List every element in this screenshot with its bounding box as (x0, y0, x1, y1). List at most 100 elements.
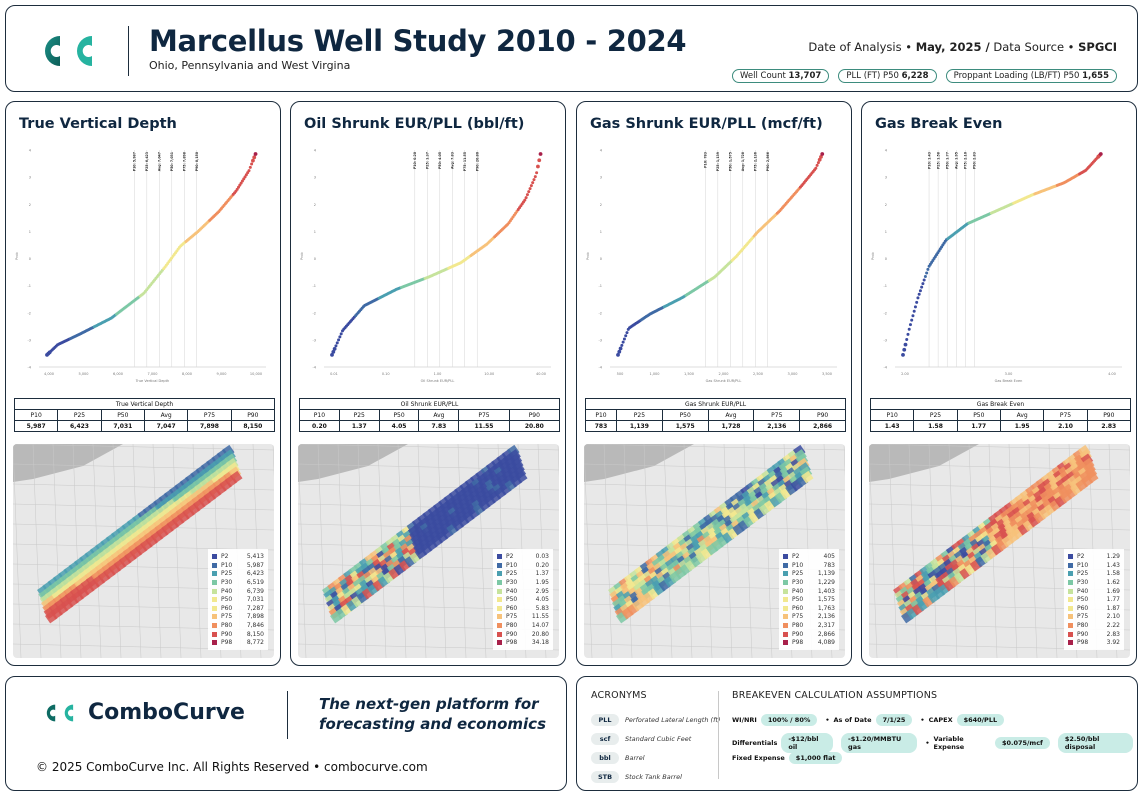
legend-label: P90 (792, 631, 812, 638)
x-tick-label: 9,000 (216, 372, 226, 376)
data-point (913, 310, 916, 313)
data-point (906, 333, 909, 336)
y-tick-label: 2 (885, 203, 887, 207)
table-header: P10 (300, 410, 340, 421)
county-line (644, 444, 652, 658)
legend-value: 2,866 (812, 631, 835, 638)
data-point (529, 187, 532, 190)
legend-value: 8,772 (241, 639, 264, 646)
legend-row: P30 1,229 (783, 578, 835, 587)
data-point (338, 335, 341, 338)
basin-heat-map[interactable]: P2 1.29 P10 1.43 P25 1.58 P30 1.62 P40 1.69 P50 1.7… (869, 444, 1130, 658)
basin-heat-map[interactable]: P2 0.03 P10 0.20 P25 1.37 P30 1.95 P40 2.95 P50 4.0… (298, 444, 559, 658)
y-axis-label: Prob (871, 251, 875, 260)
y-tick-label: 0 (885, 257, 887, 261)
assumptions-heading: BREAKEVEN CALCULATION ASSUMPTIONS (732, 690, 937, 701)
legend-row: P50 4.05 (497, 595, 549, 604)
legend-swatch (212, 632, 217, 637)
y-tick-label: 1 (29, 230, 31, 234)
legend-swatch (1068, 554, 1073, 559)
x-tick-label: 10,000 (250, 372, 262, 376)
percentile-marker-label: P75: 7,898 (182, 151, 186, 171)
legend-label: P40 (506, 588, 526, 595)
legend-value: 1.29 (1097, 553, 1120, 560)
legend-row: P98 34.18 (497, 638, 549, 647)
county-line (724, 444, 732, 658)
legend-row: P2 5,413 (212, 552, 264, 561)
legend-swatch (783, 614, 788, 619)
legend-swatch (1068, 614, 1073, 619)
data-point (916, 296, 919, 299)
table-cell: 783 (586, 421, 617, 432)
acronym-item: bbl Barrel (591, 752, 645, 764)
table-cell: 7,031 (101, 421, 144, 432)
county-line (273, 444, 274, 658)
combocurve-footer-logo-icon (36, 699, 80, 727)
y-tick-label: -1 (313, 284, 317, 288)
table-cell: 1.37 (339, 421, 379, 432)
acronym-item: STB Stock Tank Barrel (591, 771, 682, 783)
percentile-marker-label: P25: 1.58 (936, 151, 940, 169)
county-line (558, 444, 559, 658)
legend-label: P2 (792, 553, 812, 560)
x-tick-label: 40.00 (536, 372, 546, 376)
legend-row: P80 2.22 (1068, 621, 1120, 630)
legend-row: P90 2,866 (783, 630, 835, 639)
percentile-marker-label: P90: 2.83 (973, 152, 977, 169)
basin-heat-map[interactable]: P2 5,413 P10 5,987 P25 6,423 P30 6,519 P40 6,739 P… (13, 444, 274, 658)
table-header: P90 (231, 410, 274, 421)
data-point (249, 166, 252, 169)
legend-row: P10 0.20 (497, 561, 549, 570)
legend-row: P98 8,772 (212, 638, 264, 647)
percentile-table: Gas Break Even P10 P25 P50 Avg P75 P90 1.43 1.58… (870, 398, 1131, 432)
legend-row: P25 1.58 (1068, 570, 1120, 579)
legend-value: 1.43 (1097, 562, 1120, 569)
legend-swatch (497, 623, 502, 628)
panel-title: Gas Break Even (875, 116, 1002, 132)
percentile-marker-label: P25: 1,139 (716, 151, 720, 171)
x-tick-label: 1,000 (649, 372, 659, 376)
table-cell: 1.58 (914, 421, 957, 432)
y-tick-label: -2 (884, 311, 888, 315)
legend-value: 1,139 (812, 570, 835, 577)
y-tick-label: -3 (599, 338, 603, 342)
county-line (869, 504, 1130, 510)
table-header: P50 (379, 410, 419, 421)
legend-value: 2,136 (812, 613, 835, 620)
panel-title: Oil Shrunk EUR/PLL (bbl/ft) (304, 116, 524, 132)
table-caption: Gas Break Even (871, 399, 1131, 410)
legend-label: P25 (221, 570, 241, 577)
data-point (623, 337, 626, 340)
probit-chart: 43210-1-2-3-4Prob500 1,000 1,500 2,000 2,500… (585, 142, 845, 392)
legend-swatch (212, 563, 217, 568)
page-title: Marcellus Well Study 2010 - 2024 (149, 24, 686, 58)
legend-swatch (212, 640, 217, 645)
legend-label: P75 (221, 613, 241, 620)
legend-row: P75 11.55 (497, 613, 549, 622)
basin-heat-map[interactable]: P2 405 P10 783 P25 1,139 P30 1,229 P40 1,403 P50 1,… (584, 444, 845, 658)
legend-label: P30 (221, 579, 241, 586)
county-line (624, 444, 632, 658)
legend-label: P40 (221, 588, 241, 595)
legend-value: 6,423 (241, 570, 264, 577)
data-point (904, 343, 908, 347)
legend-label: P40 (792, 588, 812, 595)
county-line (73, 444, 81, 658)
x-tick-label: 6,000 (113, 372, 123, 376)
legend-row: P90 8,150 (212, 630, 264, 639)
percentile-marker-label: P50: 1,575 (729, 152, 733, 171)
table-header: P25 (914, 410, 957, 421)
x-axis-label: Gas Break Even (995, 379, 1023, 383)
legend-row: P80 2,317 (783, 621, 835, 630)
header-card: Marcellus Well Study 2010 - 2024 Ohio, P… (5, 5, 1138, 92)
x-tick-label: 4.00 (1108, 372, 1116, 376)
pll-pill: PLL (FT) P50 6,228 (838, 69, 936, 83)
source-value: SPGCI (1078, 40, 1117, 54)
legend-value: 3.92 (1097, 639, 1120, 646)
legend-label: P98 (221, 639, 241, 646)
table-cell: 2.10 (1044, 421, 1087, 432)
data-point (526, 193, 529, 196)
county-line (438, 444, 446, 658)
percentile-marker-label: P10: 0.20 (413, 151, 417, 169)
y-tick-label: 1 (600, 230, 602, 234)
